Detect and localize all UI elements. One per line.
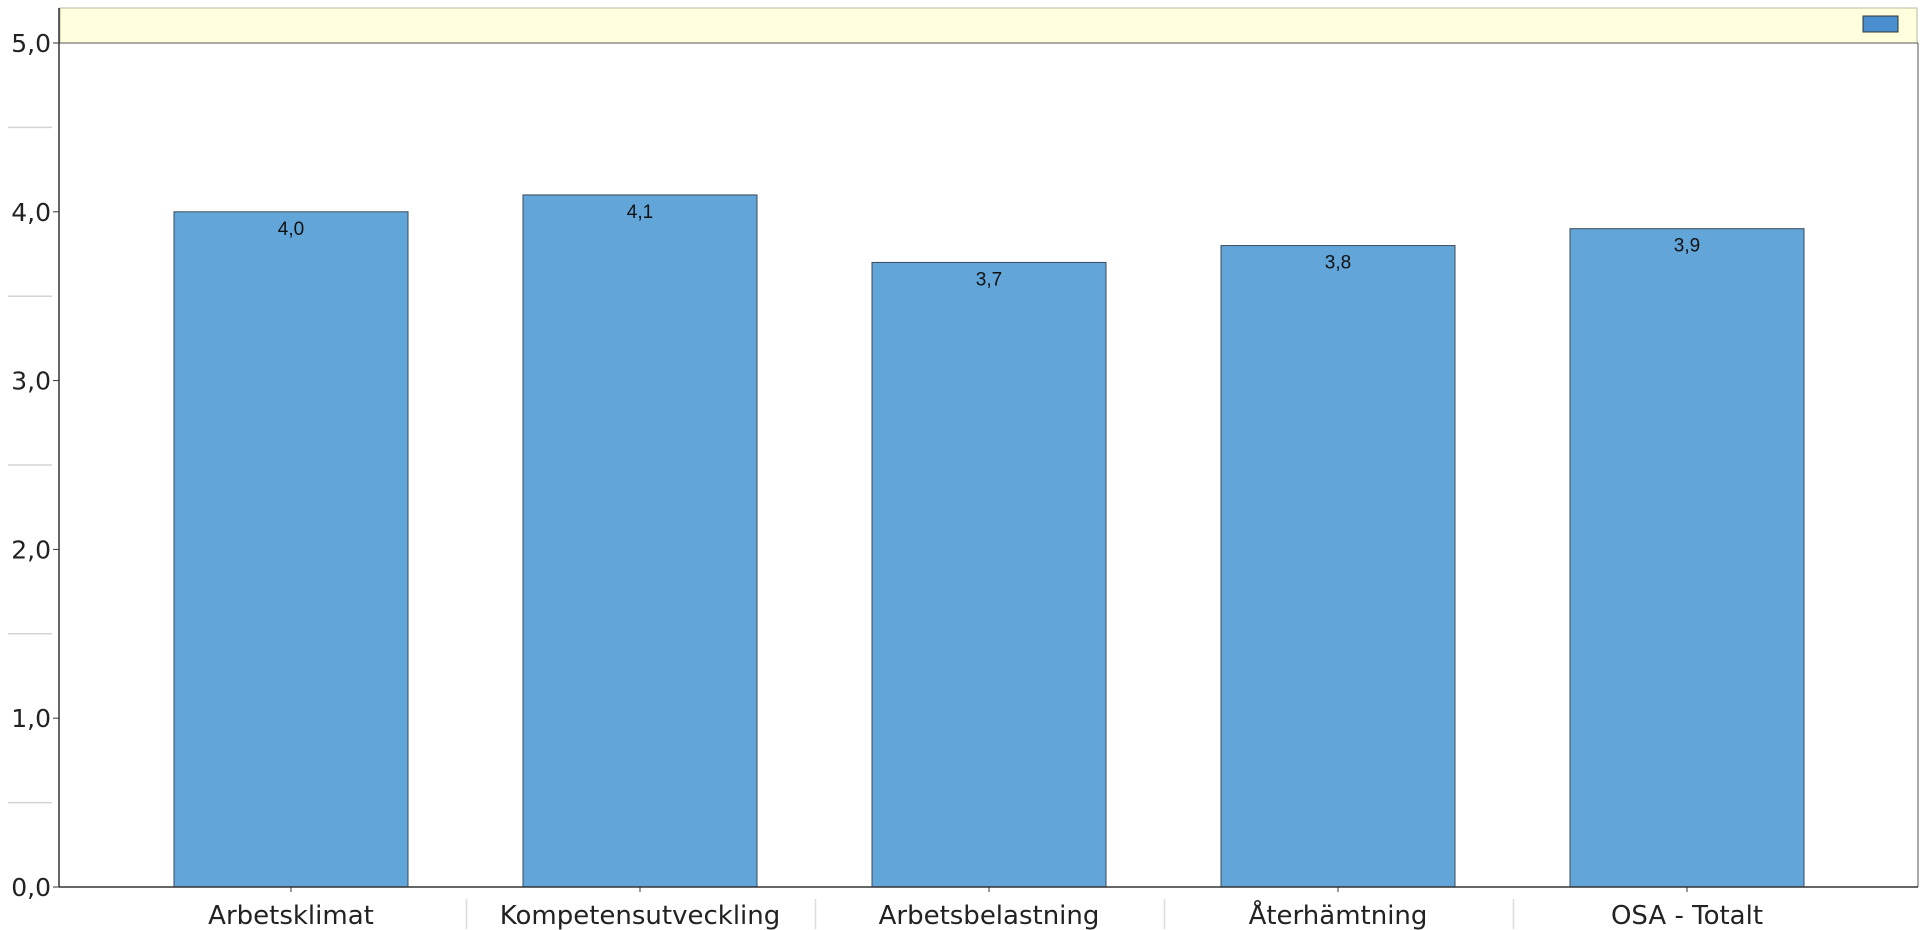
bar-3 bbox=[871, 261, 1107, 888]
legend-swatch bbox=[1862, 15, 1899, 33]
x-tick-label: OSA - Totalt bbox=[1611, 901, 1763, 930]
data-label: 3,8 bbox=[1325, 253, 1351, 274]
data-label: 4,1 bbox=[627, 202, 653, 223]
bar-4 bbox=[1220, 245, 1456, 888]
x-tick-label: Återhämtning bbox=[1249, 899, 1428, 930]
bar-2 bbox=[522, 194, 758, 888]
x-tick-label: Kompetensutveckling bbox=[500, 901, 781, 930]
y-tick-label: 2,0 bbox=[11, 535, 51, 564]
data-label: 3,7 bbox=[976, 269, 1002, 290]
data-label: 3,9 bbox=[1674, 236, 1700, 257]
x-tick-label: Arbetsklimat bbox=[208, 901, 374, 930]
data-label: 4,0 bbox=[278, 219, 304, 240]
legend-band bbox=[59, 7, 1918, 44]
x-tick-label: Arbetsbelastning bbox=[879, 901, 1100, 930]
y-tick-label: 1,0 bbox=[11, 704, 51, 733]
y-tick-label: 0,0 bbox=[11, 873, 51, 902]
y-tick-label: 3,0 bbox=[11, 367, 51, 396]
bar-5 bbox=[1569, 228, 1805, 888]
y-tick-label: 5,0 bbox=[11, 29, 51, 58]
y-tick-label: 4,0 bbox=[11, 198, 51, 227]
bar-1 bbox=[173, 211, 409, 888]
